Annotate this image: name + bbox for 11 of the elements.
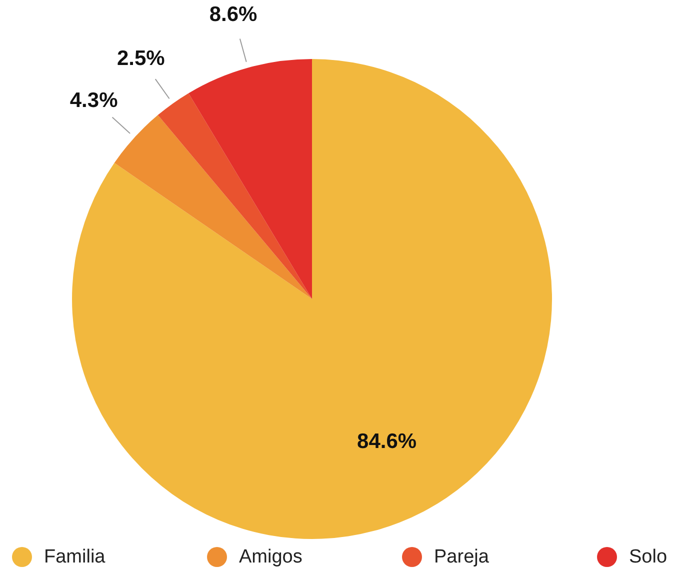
- legend-label: Solo: [629, 546, 668, 568]
- data-label: 4.3%: [70, 88, 118, 112]
- pie-slice: [114, 115, 312, 299]
- pie-slice: [188, 59, 312, 299]
- legend-label: Pareja: [434, 546, 490, 568]
- pie-slice: [158, 93, 312, 299]
- data-label: 2.5%: [116, 47, 166, 70]
- data-label: 8.6%: [209, 3, 258, 26]
- legend-label: Amigos: [239, 546, 302, 568]
- data-label: 84.6%: [357, 430, 417, 453]
- legend-label: Familia: [44, 546, 106, 568]
